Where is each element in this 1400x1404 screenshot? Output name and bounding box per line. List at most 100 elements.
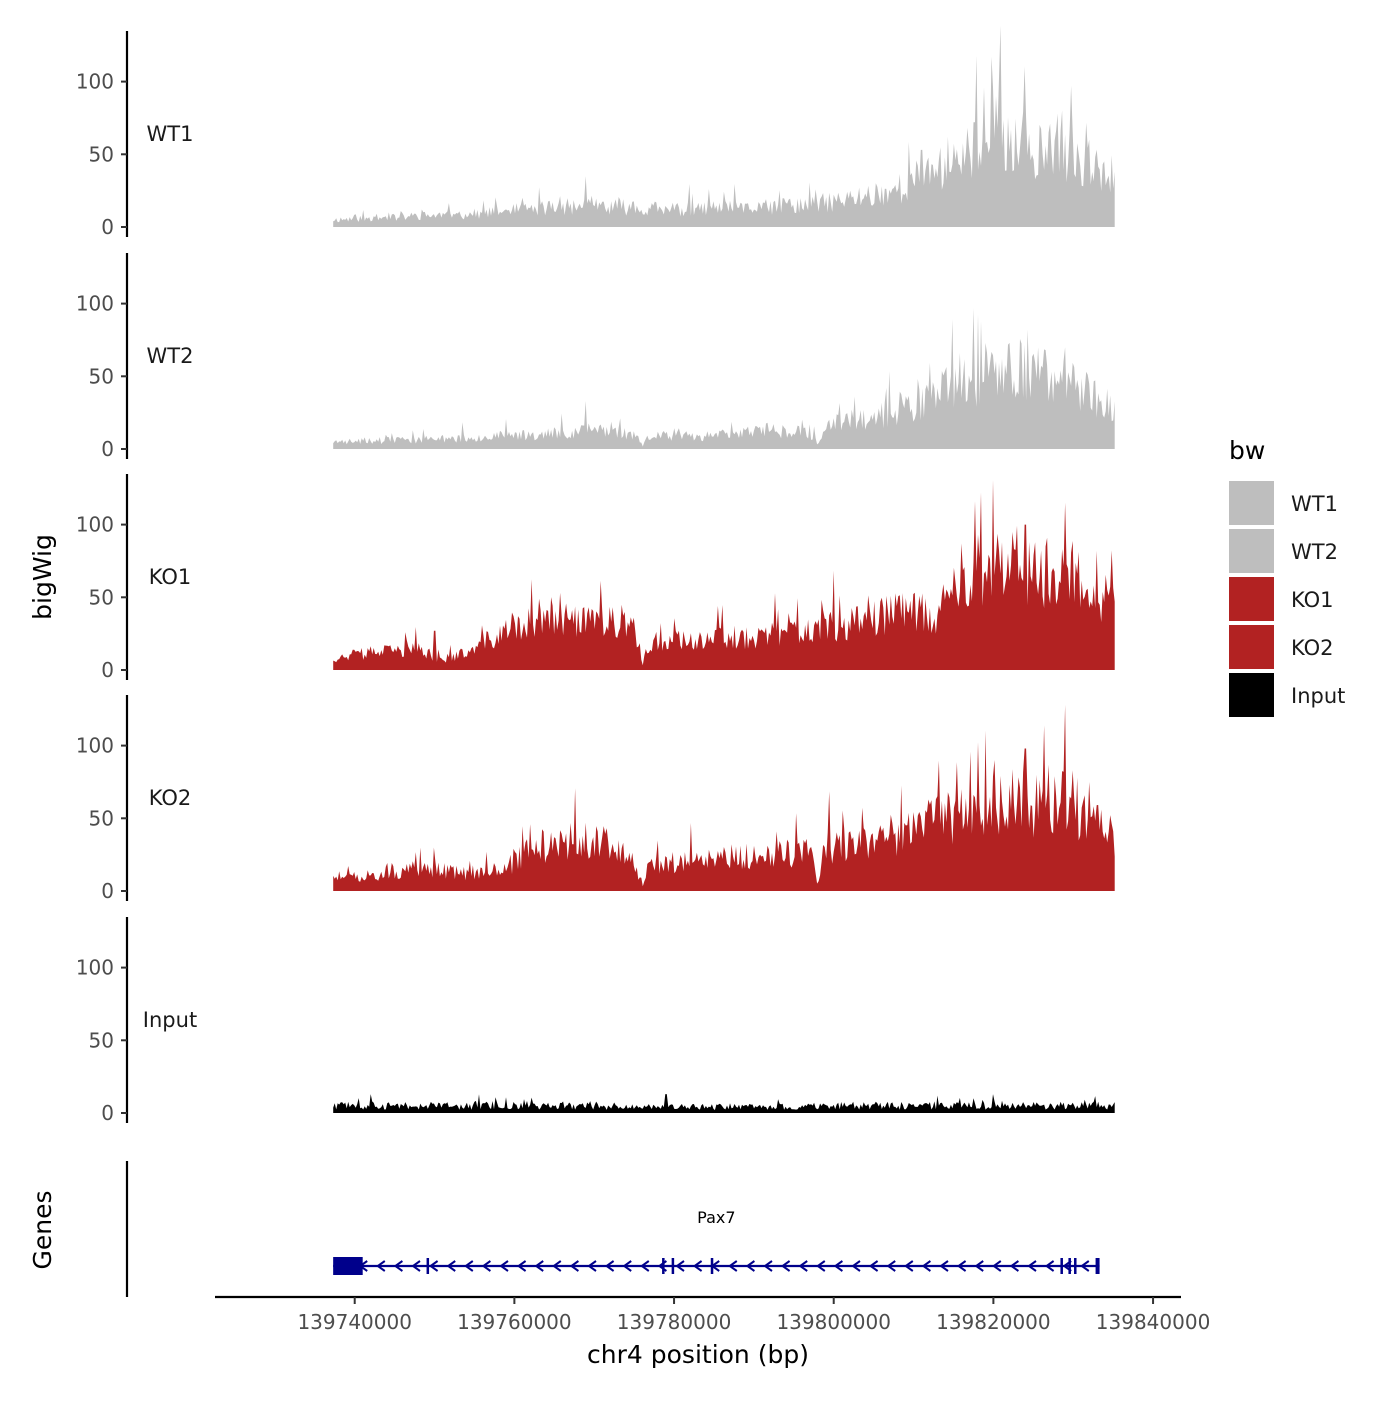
x-tick-label: 139840000 bbox=[1096, 1310, 1211, 1334]
strand-arrow bbox=[886, 1260, 896, 1272]
y-tick-label: 50 bbox=[89, 585, 114, 609]
signal-area-wt2 bbox=[333, 308, 1115, 449]
strand-arrow bbox=[1009, 1260, 1019, 1272]
x-tick-label: 139820000 bbox=[936, 1310, 1051, 1334]
track-label: Input bbox=[143, 1008, 197, 1032]
strand-arrow bbox=[376, 1260, 386, 1272]
strand-arrow bbox=[499, 1260, 509, 1272]
legend-label-input: Input bbox=[1291, 684, 1345, 708]
track-label: KO2 bbox=[149, 786, 192, 810]
gene-exon bbox=[1095, 1258, 1100, 1274]
gene-exon bbox=[426, 1258, 430, 1274]
strand-arrow bbox=[481, 1260, 491, 1272]
strand-arrow bbox=[833, 1260, 843, 1272]
genes-axis-title: Genes bbox=[28, 1190, 57, 1269]
y-tick-label: 100 bbox=[76, 734, 114, 758]
x-axis-title: chr4 position (bp) bbox=[587, 1340, 809, 1369]
y-tick-label: 0 bbox=[101, 658, 114, 682]
signal-area-ko1 bbox=[333, 480, 1115, 670]
signal-area-ko2 bbox=[333, 704, 1115, 891]
strand-arrow bbox=[1080, 1260, 1090, 1272]
strand-arrow bbox=[446, 1260, 456, 1272]
legend-key-ko1 bbox=[1229, 577, 1274, 621]
y-tick-label: 100 bbox=[76, 70, 114, 94]
track-wt1: 0 50 100 WT1 bbox=[76, 25, 1115, 239]
y-tick-label: 100 bbox=[76, 513, 114, 537]
x-axis: 139740000 139760000 139780000 139800000 1398… bbox=[215, 1295, 1211, 1334]
x-tick-label: 139780000 bbox=[617, 1310, 732, 1334]
strand-arrow bbox=[622, 1260, 632, 1272]
legend: bw WT1 WT2 KO1 KO2 Input bbox=[1229, 436, 1345, 717]
track-wt2: 0 50 100 WT2 bbox=[76, 253, 1115, 461]
strand-arrow bbox=[763, 1260, 773, 1272]
signal-area-wt1 bbox=[333, 25, 1115, 227]
y-tick-label: 0 bbox=[101, 1101, 114, 1125]
strand-arrow bbox=[464, 1260, 474, 1272]
strand-arrow bbox=[428, 1260, 439, 1272]
strand-arrow bbox=[587, 1260, 597, 1272]
strand-arrow bbox=[393, 1260, 403, 1272]
strand-arrow bbox=[692, 1260, 703, 1272]
y-axis-title: bigWig bbox=[28, 534, 57, 620]
strand-arrow bbox=[1044, 1260, 1055, 1272]
track-label: WT2 bbox=[147, 344, 194, 368]
gene-label-pax7: Pax7 bbox=[697, 1208, 735, 1227]
track-input: 0 50 100 Input bbox=[76, 917, 1115, 1125]
y-tick-label: 0 bbox=[101, 215, 114, 239]
track-ko1: 0 50 100 KO1 bbox=[76, 474, 1115, 682]
strand-arrow bbox=[868, 1260, 879, 1272]
gene-exon bbox=[1074, 1258, 1077, 1274]
legend-label-wt1: WT1 bbox=[1291, 492, 1338, 516]
gene-exon bbox=[662, 1258, 665, 1274]
y-tick-label: 100 bbox=[76, 956, 114, 980]
x-tick-label: 139800000 bbox=[776, 1310, 891, 1334]
strand-arrow bbox=[974, 1260, 984, 1272]
x-tick-label: 139740000 bbox=[297, 1310, 412, 1334]
y-tick-label: 50 bbox=[89, 1028, 114, 1052]
legend-label-ko2: KO2 bbox=[1291, 636, 1334, 660]
strand-arrow bbox=[745, 1260, 755, 1272]
gene-exon bbox=[1068, 1258, 1071, 1274]
y-tick-label: 100 bbox=[76, 292, 114, 316]
track-ko2: 0 50 100 KO2 bbox=[76, 695, 1115, 903]
strand-arrow bbox=[956, 1260, 967, 1272]
legend-key-ko2 bbox=[1229, 625, 1274, 669]
track-label: WT1 bbox=[147, 122, 194, 146]
strand-arrow bbox=[569, 1260, 579, 1272]
strand-arrow bbox=[921, 1260, 931, 1272]
legend-label-ko1: KO1 bbox=[1291, 588, 1334, 612]
gene-exon bbox=[671, 1258, 675, 1274]
strand-arrow bbox=[939, 1260, 949, 1272]
x-tick-label: 139760000 bbox=[457, 1310, 572, 1334]
y-tick-label: 50 bbox=[89, 142, 114, 166]
legend-label-wt2: WT2 bbox=[1291, 540, 1338, 564]
strand-arrow bbox=[534, 1260, 544, 1272]
legend-key-wt1 bbox=[1229, 481, 1274, 525]
strand-arrow bbox=[798, 1260, 808, 1272]
strand-arrow bbox=[728, 1260, 738, 1272]
strand-arrow bbox=[411, 1260, 421, 1272]
gene-exon bbox=[333, 1257, 363, 1275]
strand-arrow bbox=[1027, 1260, 1037, 1272]
gene-panel: Pax7 bbox=[125, 1161, 1100, 1297]
track-label: KO1 bbox=[149, 565, 192, 589]
y-tick-label: 50 bbox=[89, 364, 114, 388]
strand-arrow bbox=[675, 1260, 685, 1272]
legend-key-wt2 bbox=[1229, 529, 1274, 573]
strand-arrow bbox=[904, 1260, 914, 1272]
strand-arrow bbox=[851, 1260, 861, 1272]
strand-arrow bbox=[816, 1260, 826, 1272]
legend-key-input bbox=[1229, 673, 1274, 717]
tracks-group: 0 50 100 WT1 0 50 100 WT2 0 50 100 KO1 0 50 100 KO2 0 50 1… bbox=[76, 25, 1115, 1125]
gene-exon bbox=[1060, 1258, 1063, 1274]
gene-exon bbox=[710, 1258, 714, 1274]
strand-arrow bbox=[992, 1260, 1002, 1272]
y-tick-label: 0 bbox=[101, 879, 114, 903]
strand-arrow bbox=[516, 1260, 527, 1272]
y-tick-label: 0 bbox=[101, 437, 114, 461]
strand-arrow bbox=[604, 1260, 615, 1272]
y-tick-label: 50 bbox=[89, 806, 114, 830]
strand-arrow bbox=[552, 1260, 562, 1272]
